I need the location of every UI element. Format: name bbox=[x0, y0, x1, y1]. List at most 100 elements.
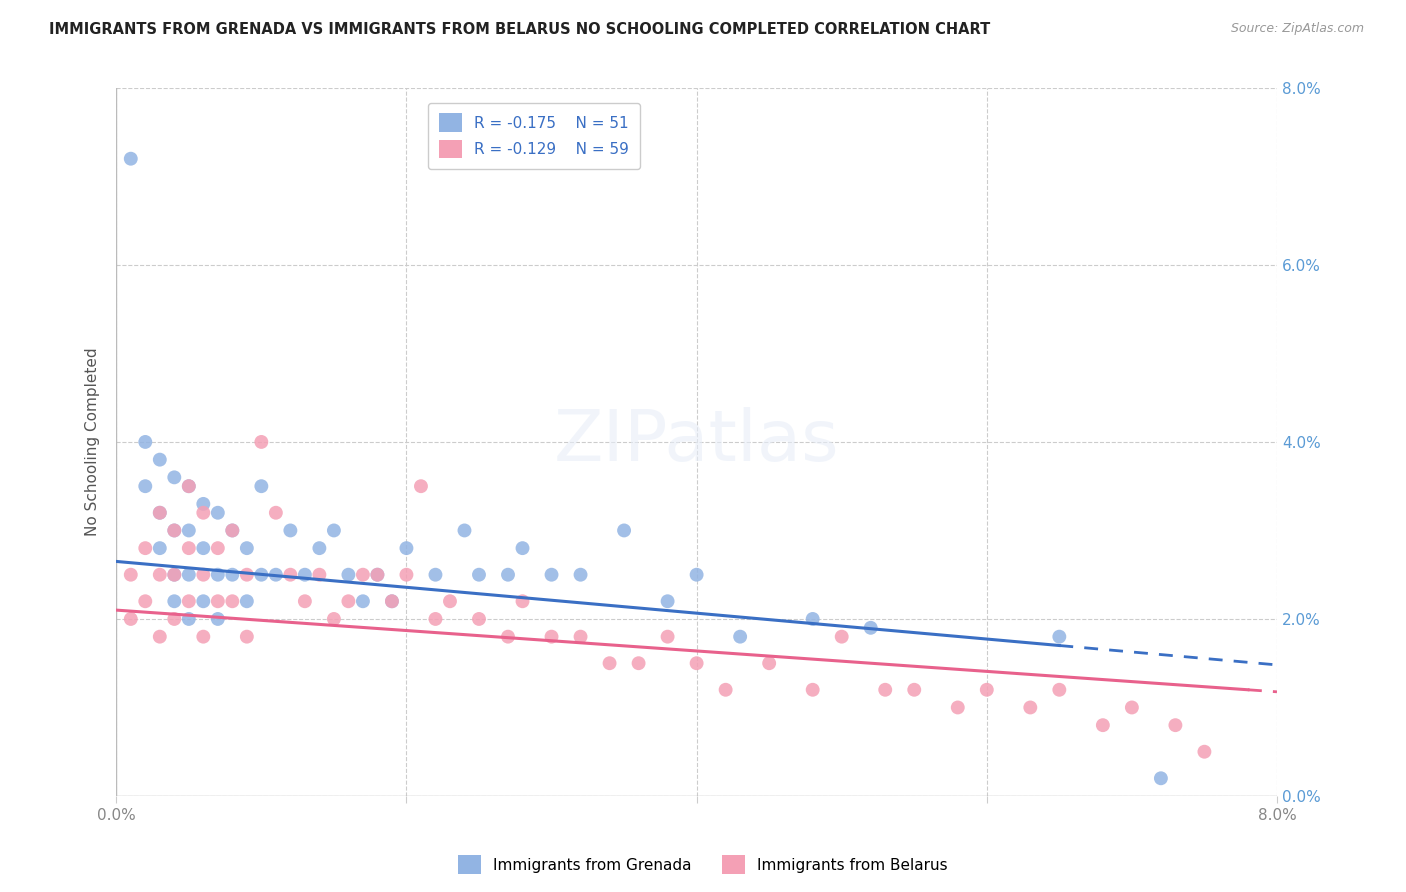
Point bbox=[512, 594, 534, 608]
Point bbox=[381, 594, 404, 608]
Point bbox=[134, 479, 156, 493]
Point bbox=[221, 524, 243, 538]
Point bbox=[859, 621, 882, 635]
Point bbox=[946, 700, 969, 714]
Text: Source: ZipAtlas.com: Source: ZipAtlas.com bbox=[1230, 22, 1364, 36]
Point bbox=[409, 479, 432, 493]
Point bbox=[1164, 718, 1187, 732]
Point bbox=[685, 567, 707, 582]
Point bbox=[758, 657, 780, 671]
Point bbox=[322, 524, 344, 538]
Point bbox=[657, 594, 679, 608]
Point bbox=[177, 479, 200, 493]
Point bbox=[280, 567, 302, 582]
Point bbox=[177, 612, 200, 626]
Point bbox=[337, 594, 360, 608]
Point bbox=[120, 567, 142, 582]
Text: ZIPatlas: ZIPatlas bbox=[554, 408, 839, 476]
Point bbox=[207, 506, 229, 520]
Point bbox=[294, 594, 316, 608]
Point bbox=[569, 567, 592, 582]
Legend: R = -0.175    N = 51, R = -0.129    N = 59: R = -0.175 N = 51, R = -0.129 N = 59 bbox=[429, 103, 640, 169]
Point bbox=[250, 479, 273, 493]
Point bbox=[352, 594, 374, 608]
Point bbox=[134, 594, 156, 608]
Point bbox=[903, 682, 925, 697]
Point bbox=[308, 541, 330, 556]
Point bbox=[207, 541, 229, 556]
Point bbox=[149, 541, 172, 556]
Point bbox=[569, 630, 592, 644]
Point bbox=[177, 567, 200, 582]
Point bbox=[250, 434, 273, 449]
Point bbox=[120, 612, 142, 626]
Point bbox=[163, 612, 186, 626]
Point bbox=[1047, 682, 1070, 697]
Point bbox=[337, 567, 360, 582]
Point bbox=[163, 594, 186, 608]
Point bbox=[193, 630, 215, 644]
Point bbox=[134, 434, 156, 449]
Point bbox=[496, 630, 519, 644]
Point bbox=[352, 567, 374, 582]
Point bbox=[221, 594, 243, 608]
Point bbox=[207, 594, 229, 608]
Point bbox=[193, 541, 215, 556]
Point bbox=[714, 682, 737, 697]
Point bbox=[134, 541, 156, 556]
Point bbox=[236, 567, 259, 582]
Point bbox=[496, 567, 519, 582]
Point bbox=[627, 657, 650, 671]
Point bbox=[250, 567, 273, 582]
Point bbox=[512, 541, 534, 556]
Point bbox=[425, 567, 447, 582]
Point bbox=[395, 567, 418, 582]
Point bbox=[1047, 630, 1070, 644]
Point bbox=[657, 630, 679, 644]
Point bbox=[728, 630, 751, 644]
Point bbox=[599, 657, 621, 671]
Point bbox=[193, 567, 215, 582]
Point bbox=[207, 612, 229, 626]
Legend: Immigrants from Grenada, Immigrants from Belarus: Immigrants from Grenada, Immigrants from… bbox=[451, 849, 955, 880]
Point bbox=[149, 452, 172, 467]
Point bbox=[976, 682, 998, 697]
Point bbox=[1121, 700, 1143, 714]
Point bbox=[221, 524, 243, 538]
Point bbox=[163, 524, 186, 538]
Point bbox=[540, 567, 562, 582]
Point bbox=[193, 594, 215, 608]
Point bbox=[1019, 700, 1042, 714]
Point bbox=[322, 612, 344, 626]
Point bbox=[308, 567, 330, 582]
Point bbox=[801, 682, 824, 697]
Point bbox=[685, 657, 707, 671]
Point bbox=[207, 567, 229, 582]
Point bbox=[177, 479, 200, 493]
Point bbox=[1150, 772, 1173, 786]
Point bbox=[149, 506, 172, 520]
Point bbox=[120, 152, 142, 166]
Point bbox=[381, 594, 404, 608]
Point bbox=[468, 567, 491, 582]
Point bbox=[236, 541, 259, 556]
Point bbox=[236, 594, 259, 608]
Point bbox=[193, 497, 215, 511]
Point bbox=[294, 567, 316, 582]
Point bbox=[193, 506, 215, 520]
Point bbox=[425, 612, 447, 626]
Point bbox=[236, 630, 259, 644]
Y-axis label: No Schooling Completed: No Schooling Completed bbox=[86, 348, 100, 536]
Point bbox=[453, 524, 475, 538]
Point bbox=[366, 567, 388, 582]
Point bbox=[163, 470, 186, 484]
Point bbox=[177, 594, 200, 608]
Point bbox=[163, 567, 186, 582]
Point bbox=[221, 567, 243, 582]
Point bbox=[875, 682, 897, 697]
Point bbox=[149, 567, 172, 582]
Point bbox=[540, 630, 562, 644]
Point bbox=[1194, 745, 1216, 759]
Point bbox=[366, 567, 388, 582]
Text: IMMIGRANTS FROM GRENADA VS IMMIGRANTS FROM BELARUS NO SCHOOLING COMPLETED CORREL: IMMIGRANTS FROM GRENADA VS IMMIGRANTS FR… bbox=[49, 22, 990, 37]
